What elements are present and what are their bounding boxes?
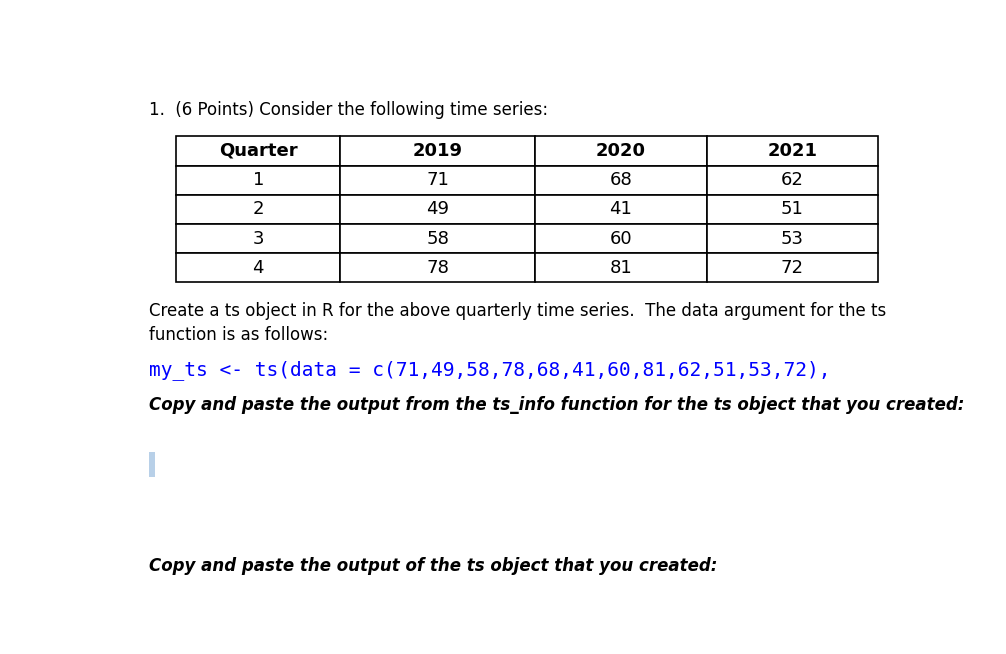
Bar — [706, 137, 878, 165]
Bar — [176, 137, 340, 165]
Text: 62: 62 — [781, 171, 804, 189]
Bar — [176, 165, 340, 195]
Text: 78: 78 — [427, 259, 449, 277]
Text: 58: 58 — [427, 230, 449, 248]
Text: 2019: 2019 — [412, 142, 463, 160]
Bar — [706, 195, 878, 224]
Text: my_ts <- ts(data = c(71,49,58,78,68,41,60,81,62,51,53,72),: my_ts <- ts(data = c(71,49,58,78,68,41,6… — [149, 360, 831, 380]
Text: 4: 4 — [253, 259, 264, 277]
Text: 72: 72 — [781, 259, 804, 277]
Bar — [535, 137, 706, 165]
Text: 81: 81 — [610, 259, 632, 277]
Bar — [176, 224, 340, 253]
Text: Create a ts object in R for the above quarterly time series.  The data argument : Create a ts object in R for the above qu… — [149, 301, 886, 320]
Text: 68: 68 — [610, 171, 632, 189]
Text: 2020: 2020 — [596, 142, 646, 160]
Text: function is as follows:: function is as follows: — [149, 326, 328, 344]
Text: 60: 60 — [610, 230, 632, 248]
Text: Copy and paste the output of the ts object that you created:: Copy and paste the output of the ts obje… — [149, 557, 717, 575]
Bar — [340, 224, 535, 253]
Text: 1: 1 — [253, 171, 264, 189]
Bar — [340, 165, 535, 195]
Text: 1.  (6 Points) Consider the following time series:: 1. (6 Points) Consider the following tim… — [149, 101, 548, 119]
Text: 3: 3 — [253, 230, 264, 248]
Bar — [535, 165, 706, 195]
Bar — [706, 224, 878, 253]
Bar — [535, 253, 706, 283]
Bar — [176, 195, 340, 224]
Text: 71: 71 — [427, 171, 449, 189]
Bar — [340, 253, 535, 283]
Bar — [706, 253, 878, 283]
Text: 51: 51 — [781, 200, 804, 218]
Bar — [706, 165, 878, 195]
Text: 49: 49 — [427, 200, 449, 218]
Text: 41: 41 — [610, 200, 632, 218]
Bar — [535, 195, 706, 224]
Bar — [535, 224, 706, 253]
Text: 2: 2 — [253, 200, 264, 218]
Bar — [149, 452, 155, 477]
Bar — [340, 195, 535, 224]
Bar — [176, 253, 340, 283]
Text: 2021: 2021 — [768, 142, 817, 160]
Bar — [340, 137, 535, 165]
Text: Quarter: Quarter — [219, 142, 298, 160]
Text: Copy and paste the output from the ts_info function for the ts object that you c: Copy and paste the output from the ts_in… — [149, 396, 965, 414]
Text: 53: 53 — [781, 230, 804, 248]
